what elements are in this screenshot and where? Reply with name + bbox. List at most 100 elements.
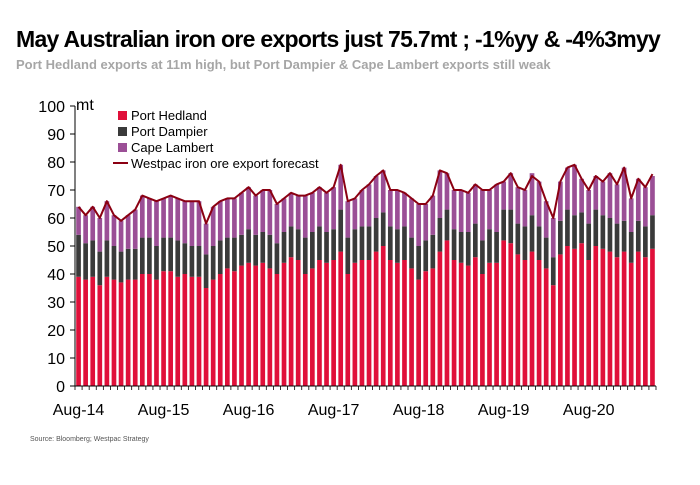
bar-port-hedland [239,265,244,386]
bar-cape-lambert [310,192,315,232]
bar-port-hedland [281,262,287,386]
bar-port-dampier [203,254,209,288]
bar-port-hedland [536,260,542,386]
bar-port-hedland [522,260,528,386]
bar-port-dampier [288,226,294,258]
bar-port-dampier [310,232,315,269]
bar-cape-lambert [458,190,464,232]
bar-port-hedland [310,268,315,386]
bar-port-dampier [451,229,457,260]
y-tick-label: 70 [47,183,65,200]
bar-cape-lambert [253,195,259,235]
bar-port-dampier [196,246,202,277]
bar-port-dampier [359,226,365,260]
bar-port-dampier [565,209,570,246]
bar-cape-lambert [168,195,173,238]
bar-port-hedland [253,265,259,386]
bar-port-dampier [593,209,599,246]
bar-cape-lambert [111,215,117,246]
bar-port-hedland [125,279,131,386]
bar-port-dampier [487,229,492,263]
bar-cape-lambert [274,204,280,244]
bar-cape-lambert [635,178,641,221]
bar-cape-lambert [125,215,131,249]
bar-port-hedland [472,257,478,386]
bar-port-hedland [189,276,195,386]
bar-port-hedland [494,262,499,386]
bar-port-dampier [104,240,110,277]
bar-port-dampier [225,237,230,269]
bar-port-hedland [579,243,584,386]
bar-port-dampier [614,223,620,258]
x-tick-label: Aug-18 [393,402,445,419]
bar-port-dampier [253,234,259,266]
legend-swatch-port-dampier [118,127,127,136]
bar-port-hedland [380,246,386,386]
bar-port-dampier [536,226,542,260]
bar-port-dampier [260,232,266,263]
source-note: Source: Bloomberg; Westpac Strategy [30,436,149,443]
bar-port-hedland [650,248,655,386]
bar-port-dampier [458,232,464,263]
bar-port-hedland [203,288,209,386]
bar-port-dampier [345,237,351,274]
bar-port-hedland [543,268,549,386]
bar-port-hedland [302,274,308,386]
bar-cape-lambert [302,195,308,238]
bar-port-hedland [614,257,620,386]
bar-cape-lambert [628,198,634,232]
legend-label-forecast: Westpac iron ore export forecast [131,156,319,171]
bar-port-hedland [90,276,96,386]
bar-port-dampier [373,218,379,252]
bar-port-dampier [132,248,138,280]
bar-cape-lambert [260,190,266,232]
bar-cape-lambert [352,198,358,230]
bar-port-hedland [359,260,365,386]
bar-port-hedland [451,260,457,386]
bar-cape-lambert [579,178,584,213]
bar-port-hedland [458,262,464,386]
bar-cape-lambert [387,190,393,227]
bar-cape-lambert [373,176,379,218]
bar-port-hedland [366,260,372,386]
bar-port-hedland [600,248,606,386]
bar-port-dampier [281,232,287,263]
bar-cape-lambert [132,209,138,249]
bar-port-dampier [274,243,280,274]
bar-cape-lambert [593,176,599,210]
bar-cape-lambert [607,173,613,218]
bar-cape-lambert [444,173,450,210]
bar-cape-lambert [480,190,485,241]
bar-port-hedland [182,274,188,386]
bar-cape-lambert [614,184,620,224]
bar-port-hedland [402,260,407,386]
bar-port-hedland [352,262,358,386]
x-tick-label: Aug-16 [223,402,275,419]
bar-cape-lambert [536,181,542,227]
bar-port-dampier [161,237,166,272]
bar-port-dampier [76,234,81,277]
bar-port-hedland [565,246,570,386]
bar-port-hedland [423,271,429,386]
bar-cape-lambert [196,201,202,246]
x-tick-label: Aug-15 [138,402,190,419]
bar-port-dampier [83,243,88,280]
bar-port-dampier [515,223,521,255]
bar-port-dampier [501,209,507,241]
bar-port-hedland [161,271,166,386]
bar-port-hedland [104,276,110,386]
bar-cape-lambert [147,198,152,238]
bar-port-dampier [97,251,103,286]
bar-port-dampier [635,220,641,252]
bar-cape-lambert [543,201,549,238]
bar-port-hedland [154,279,159,386]
bar-port-hedland [324,262,329,386]
bar-port-hedland [387,260,393,386]
bar-port-dampier [232,237,237,272]
y-tick-label: 30 [47,295,65,312]
bar-port-dampier [621,220,627,252]
bar-port-dampier [387,226,393,260]
y-axis-label: mt [76,97,94,114]
y-tick-label: 100 [38,99,65,116]
y-tick-label: 80 [47,155,65,172]
